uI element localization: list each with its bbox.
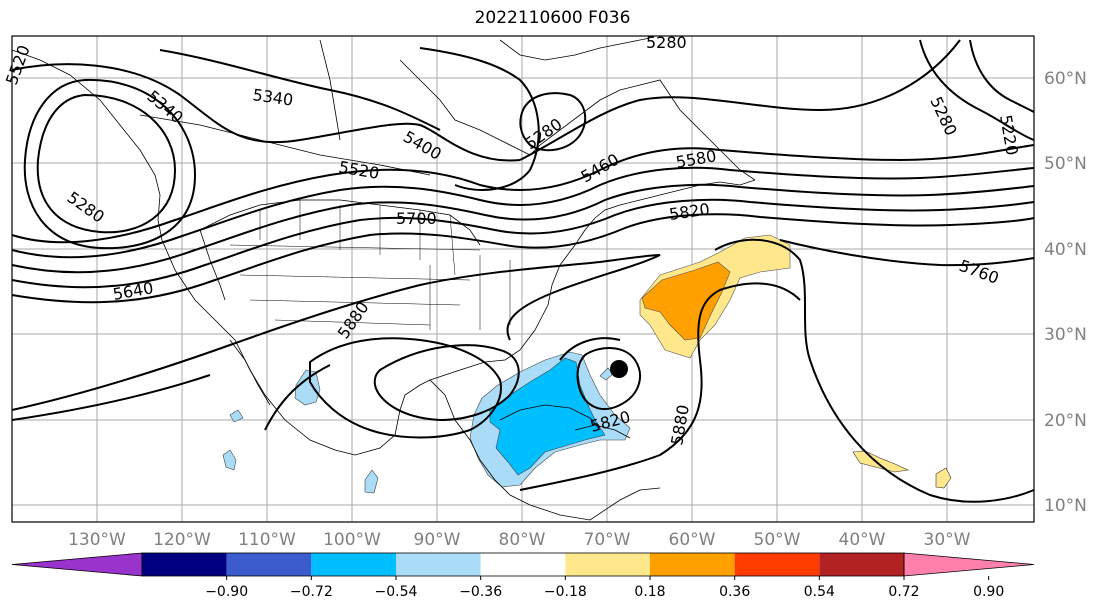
height-contours xyxy=(11,39,1035,503)
contour-label: 5280 xyxy=(646,33,687,52)
colorbar-segment xyxy=(226,553,312,576)
negative-light-region-pacific-1 xyxy=(229,409,244,423)
colorbar-tick-label: 0.90 xyxy=(973,584,1004,600)
graticule-grid xyxy=(12,36,1034,522)
lon-label: 40°W xyxy=(839,530,886,550)
colorbar-tick-label: 0.72 xyxy=(888,584,919,600)
coastlines-and-borders xyxy=(11,37,756,521)
colorbar-tick-label: −0.72 xyxy=(290,584,333,600)
colorbar-tick-label: 0.54 xyxy=(804,584,835,600)
lon-label: 80°W xyxy=(499,530,546,550)
colorbar-segment xyxy=(903,552,1035,577)
negative-light-region-pacific-2 xyxy=(222,449,237,471)
lon-label: 30°W xyxy=(924,530,971,550)
lat-label: 40°N xyxy=(1044,240,1087,260)
positive-orange-region-atlantic xyxy=(641,261,731,341)
colorbar-segment xyxy=(480,553,566,576)
latitude-labels: 60°N 50°N 40°N 30°N 20°N 10°N xyxy=(1044,69,1087,516)
lon-label: 70°W xyxy=(584,530,631,550)
colorbar-tick-label: −0.54 xyxy=(375,584,418,600)
colorbar-tick-label: 0.36 xyxy=(719,584,750,600)
colorbar-segment xyxy=(311,553,396,576)
positive-light-region-east-atlantic xyxy=(852,450,910,473)
negative-blue-region-caribbean xyxy=(489,357,606,476)
colorbar-segment xyxy=(650,553,735,576)
lat-label: 10°N xyxy=(1044,496,1087,516)
colorbar-segment xyxy=(142,553,227,576)
colorbar-segment xyxy=(11,552,143,577)
map-border xyxy=(11,35,1035,523)
lon-label: 110°W xyxy=(238,530,296,550)
contour-label: 5700 xyxy=(396,209,437,228)
colorbar: −0.90 −0.72 −0.54 −0.36 −0.18 0.18 0.36 0.54 0.7… xyxy=(11,552,1035,600)
lon-label: 90°W xyxy=(414,530,461,550)
lat-label: 20°N xyxy=(1044,411,1087,431)
negative-light-region-mexico xyxy=(294,369,321,406)
shaded-regions xyxy=(222,234,952,494)
lon-label: 120°W xyxy=(153,530,211,550)
colorbar-tick-label: −0.18 xyxy=(544,584,587,600)
lat-label: 30°N xyxy=(1044,325,1087,345)
lat-label: 60°N xyxy=(1044,69,1087,89)
colorbar-tick-label: 0.18 xyxy=(634,584,665,600)
colorbar-outline xyxy=(141,552,905,577)
lat-label: 50°N xyxy=(1044,154,1087,174)
colorbar-segment xyxy=(396,553,481,576)
colorbar-segment xyxy=(734,553,820,576)
negative-light-region-pacific-3 xyxy=(364,469,379,494)
lon-label: 100°W xyxy=(323,530,381,550)
positive-light-region-small xyxy=(935,467,952,489)
lon-label: 130°W xyxy=(68,530,126,550)
lon-label: 60°W xyxy=(669,530,716,550)
colorbar-segment xyxy=(819,553,904,576)
longitude-labels: 130°W 120°W 110°W 100°W 90°W 80°W 70°W 6… xyxy=(68,530,971,550)
storm-center-marker xyxy=(610,360,628,378)
map-title: 2022110600 F036 xyxy=(474,8,631,28)
colorbar-segment xyxy=(565,553,650,576)
colorbar-tick-label: −0.90 xyxy=(205,584,248,600)
colorbar-tick-label: −0.36 xyxy=(459,584,502,600)
lon-label: 50°W xyxy=(754,530,801,550)
